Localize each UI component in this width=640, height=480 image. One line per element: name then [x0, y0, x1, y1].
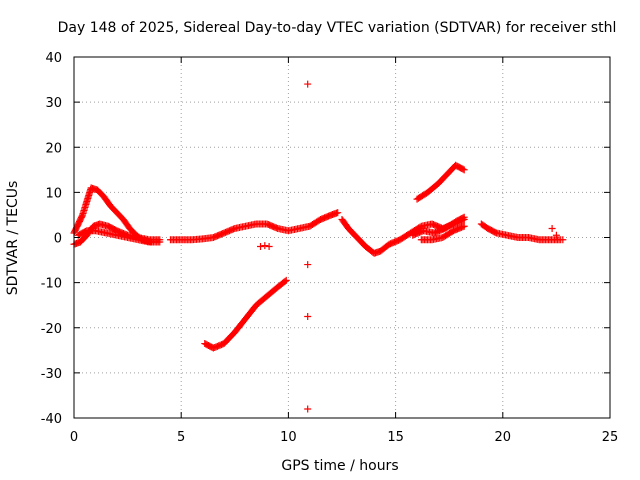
y-tick-label: 20 [45, 141, 62, 156]
data-point [559, 236, 567, 244]
series-track-dip [338, 215, 468, 257]
series-track-early-mid [74, 227, 164, 246]
data-point [156, 238, 164, 246]
data-point [460, 166, 468, 174]
data-point [334, 209, 342, 217]
series-track-late-mid [409, 213, 468, 239]
data-point [459, 165, 467, 173]
x-tick-label: 5 [177, 430, 185, 445]
y-tick-label: -10 [41, 277, 62, 292]
x-tick-label: 0 [70, 430, 78, 445]
data-point [304, 261, 312, 269]
x-tick-label: 25 [602, 430, 619, 445]
x-tick-label: 20 [495, 430, 512, 445]
y-tick-label: -20 [41, 322, 62, 337]
y-tick-label: -30 [41, 367, 62, 382]
chart-title: Day 148 of 2025, Sidereal Day-to-day VTE… [58, 20, 617, 36]
data-point [281, 277, 289, 285]
y-tick-label: 0 [54, 232, 62, 247]
data-point [282, 276, 290, 284]
series-track-evening [477, 220, 565, 244]
data-points [70, 80, 567, 413]
y-axis-label: SDTVAR / TECUs [5, 181, 21, 296]
x-tick-label: 15 [387, 430, 404, 445]
data-point [304, 312, 312, 320]
data-point [552, 231, 560, 239]
data-point [460, 213, 468, 221]
data-point [548, 224, 556, 232]
data-point [257, 243, 265, 251]
data-point [460, 222, 468, 230]
data-point [265, 243, 273, 251]
x-axis-label: GPS time / hours [281, 458, 398, 474]
series-track-late-low [417, 222, 468, 244]
x-tick-label: 10 [280, 430, 297, 445]
y-tick-label: -40 [41, 412, 62, 427]
series-track-late-rise [413, 161, 468, 203]
grid-lines [74, 57, 610, 418]
series-track-day-flat [166, 209, 342, 244]
data-point [304, 405, 312, 413]
data-point [304, 80, 312, 88]
axis-ticks: 0 5 10 15 20 25 -40 -30 -20 -10 0 10 20 30 40 [41, 51, 619, 445]
series-track-evening-tail [548, 224, 567, 244]
data-point [459, 214, 467, 222]
y-tick-label: 30 [45, 96, 62, 111]
y-tick-label: 40 [45, 51, 62, 66]
series-outliers [304, 80, 312, 413]
y-tick-label: 10 [45, 186, 62, 201]
series-track-neg-rise [201, 276, 290, 352]
series-track-small [257, 242, 273, 251]
data-point [261, 242, 269, 250]
